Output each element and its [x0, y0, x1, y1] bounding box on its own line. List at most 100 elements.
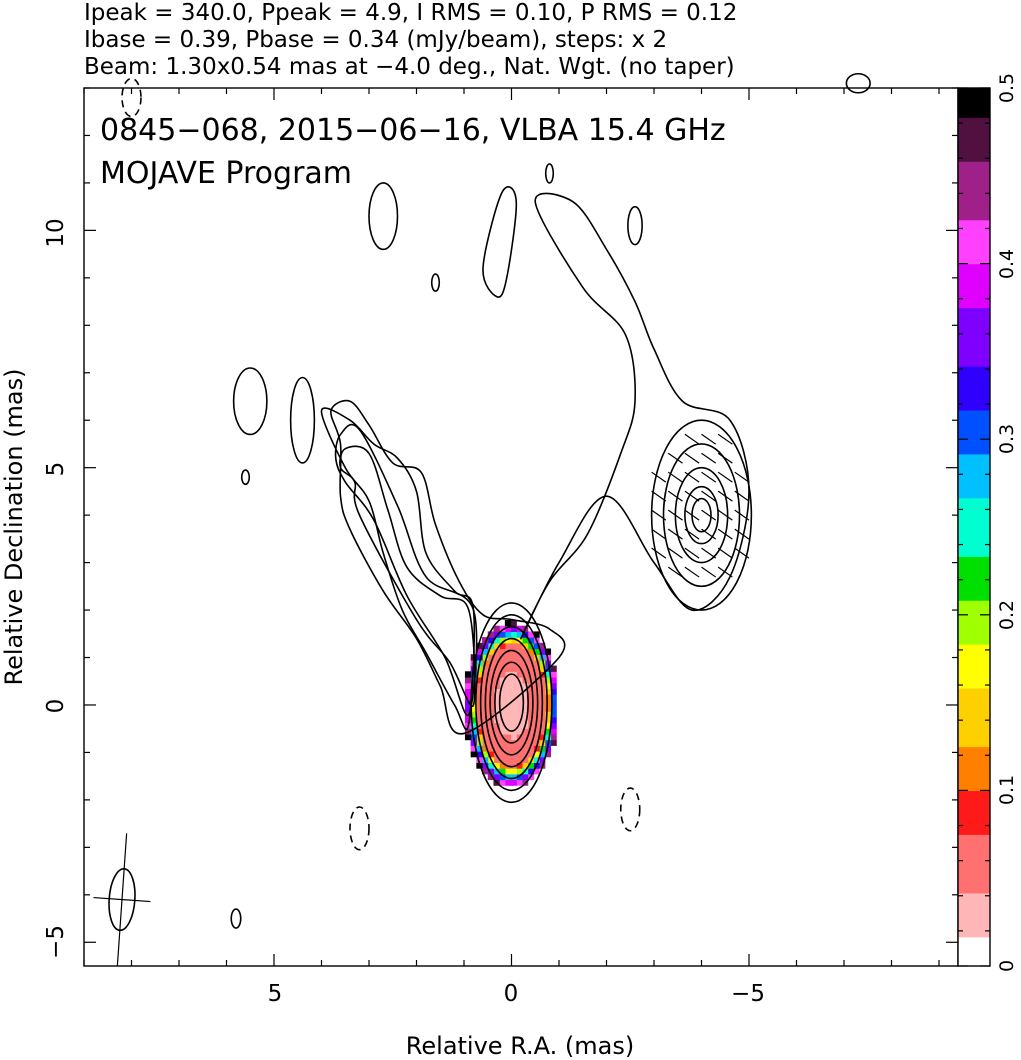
polarization-pixel: [510, 665, 517, 672]
polarization-pixel: [550, 722, 557, 729]
polarization-pixel: [527, 739, 534, 746]
polarization-pixel: [539, 676, 546, 684]
polarization-pixel: [482, 768, 489, 775]
evpa-vector: [651, 528, 667, 540]
polarization-pixel: [464, 694, 472, 701]
polarization-pixel: [499, 631, 506, 638]
colorbar-band: [958, 292, 990, 309]
polarization-pixel: [482, 728, 489, 735]
polarization-pixel: [470, 728, 477, 735]
polarization-pixel: [510, 688, 517, 695]
polarization-pixel: [482, 751, 489, 758]
evpa-vector: [717, 490, 733, 502]
polarization-pixel: [539, 722, 546, 729]
polarization-pixel: [527, 745, 534, 752]
polarization-pixel: [470, 705, 477, 712]
axis-ticks: [83, 87, 958, 966]
island-contour: [230, 908, 242, 929]
island-contour: [544, 163, 555, 184]
polarization-pixel: [504, 722, 512, 729]
evpa-vector: [667, 528, 683, 540]
polarization-pixel: [482, 642, 489, 650]
polarization-pixel: [516, 671, 523, 678]
colorbar-band: [958, 644, 990, 660]
evpa-vector: [684, 509, 700, 521]
colorbar-band: [958, 761, 990, 777]
polarization-pixel: [516, 631, 523, 638]
polarization-pixel: [482, 676, 489, 684]
evpa-vector: [701, 433, 717, 445]
colorbar-tick-label: 0.3: [996, 424, 1018, 454]
polarization-pixel: [533, 768, 540, 775]
evpa-vector: [717, 547, 733, 559]
evpa-vector: [717, 433, 733, 445]
polarization-pixel: [527, 642, 534, 650]
polarization-pixel: [482, 722, 489, 729]
evpa-vector: [701, 490, 717, 502]
polarization-pixel: [516, 745, 523, 752]
polarization-pixel: [493, 739, 500, 746]
polarization-pixel: [533, 733, 540, 741]
colorbar-tick-label: 0.4: [996, 249, 1018, 279]
polarization-pixel: [482, 682, 489, 689]
polarization-pixel: [499, 779, 506, 786]
polarization-pixel: [499, 648, 506, 655]
polarization-pixel: [504, 745, 512, 752]
polarization-pixel: [527, 716, 534, 724]
polarization-pixel: [487, 751, 495, 758]
colorbar-band: [958, 673, 990, 689]
polarization-pixel: [470, 751, 477, 758]
colorbar-band: [958, 278, 990, 294]
jet-contour: [320, 407, 476, 731]
polarization-pixel: [539, 728, 546, 735]
polarization-pixel: [550, 733, 557, 741]
polarization-pixel: [493, 773, 500, 781]
polarization-pixel: [499, 728, 506, 735]
beam-ellipse: [93, 833, 151, 966]
colorbar-band: [958, 556, 990, 572]
jet-contour: [330, 399, 566, 735]
y-axis-label: Relative Declination (mas): [0, 368, 28, 685]
polarization-pixel: [470, 711, 477, 718]
polarization-pixel: [476, 665, 483, 672]
colorbar-band: [958, 922, 990, 938]
y-tick-label: 0: [43, 699, 69, 714]
polarization-pixel: [521, 642, 529, 650]
polarization-pixel: [544, 694, 552, 701]
polarization-pixel: [470, 671, 477, 678]
polarization-pixel: [527, 631, 534, 638]
island-contour: [289, 376, 316, 464]
polarization-pixel: [476, 728, 483, 735]
colorbar-band: [958, 775, 990, 791]
polarization-pixel: [544, 711, 552, 718]
polarization-pixel: [510, 722, 517, 729]
polarization-pixel: [533, 739, 540, 746]
polarization-pixel: [487, 671, 495, 678]
polarization-pixel: [527, 694, 534, 701]
polarization-pixel: [550, 716, 557, 724]
polarization-pixel: [499, 699, 506, 707]
x-tick-label: 0: [504, 981, 519, 1007]
island-contour: [845, 72, 871, 94]
polarization-pixel: [504, 699, 512, 707]
polarization-pixel: [516, 739, 523, 746]
polarization-pixel: [487, 762, 495, 769]
polarization-pixel: [470, 716, 477, 724]
evpa-vector: [667, 547, 683, 559]
colorbar-band: [958, 248, 990, 265]
core-contour: [479, 625, 544, 780]
polarization-pixel: [533, 671, 540, 678]
polarization-pixel: [504, 637, 512, 644]
polarization-pixel: [504, 682, 512, 689]
polarization-pixel: [493, 699, 500, 707]
polarization-pixel: [544, 733, 552, 741]
polarization-pixel: [544, 682, 552, 689]
colorbar-band: [958, 834, 990, 850]
polarization-pixel: [504, 779, 512, 786]
polarization-pixel: [510, 676, 517, 684]
polarization-pixel: [499, 773, 506, 781]
polarization-pixel: [544, 705, 552, 712]
polarization-pixel: [499, 762, 506, 769]
polarization-pixel: [476, 751, 483, 758]
